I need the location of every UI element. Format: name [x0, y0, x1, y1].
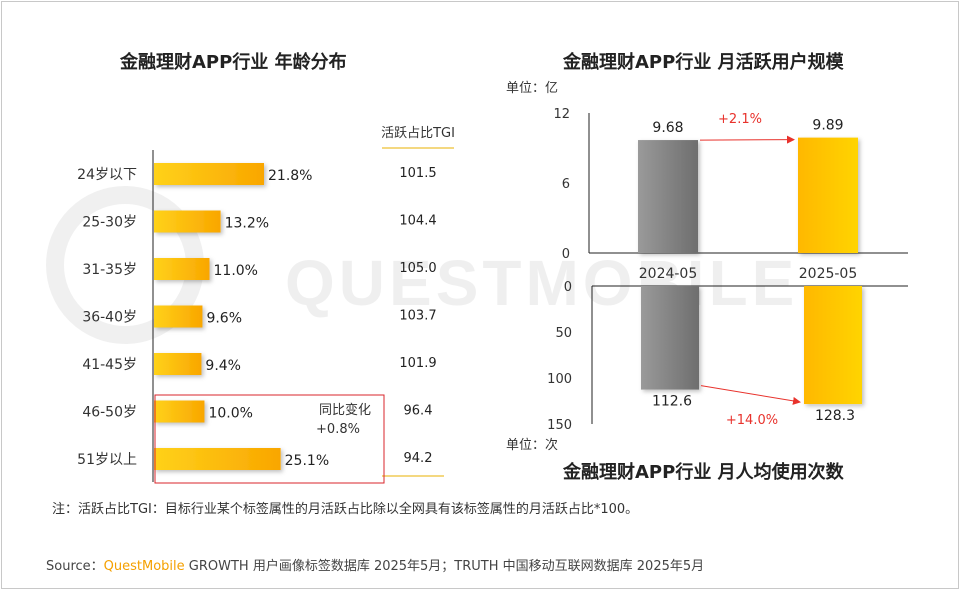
- age-bar: [154, 305, 203, 328]
- y-tick-label: 12: [553, 107, 570, 122]
- brand-name: QuestMobile: [103, 559, 185, 574]
- change-label: +2.1%: [718, 112, 762, 127]
- tgi-value: 94.2: [404, 451, 433, 466]
- age-value-label: 11.0%: [214, 263, 258, 279]
- y-tick-label: 150: [547, 418, 572, 433]
- svg-text:QUESTMOBILE: QUESTMOBILE: [285, 247, 798, 319]
- tgi-value: 96.4: [404, 404, 433, 419]
- unit-label: 单位：次: [506, 437, 558, 453]
- usage-times-chart: 单位：次 0 50 100 150 112.6 128.3 +14.0%: [506, 280, 908, 453]
- watermark: QUESTMOBILE: [46, 186, 798, 344]
- age-distribution-chart: 活跃占比TGI 24岁以下 21.8% 101.5 25-30岁 13.2% 104.4 31…: [77, 126, 455, 484]
- tgi-value: 104.4: [399, 214, 436, 229]
- usage-chart-title: 金融理财APP行业 月人均使用次数: [563, 462, 844, 483]
- y-tick-label: 100: [547, 372, 572, 387]
- change-label: +14.0%: [726, 413, 778, 428]
- unit-label: 单位：亿: [506, 81, 558, 96]
- age-value-label: 21.8%: [268, 168, 312, 184]
- age-category-label: 31-35岁: [82, 262, 137, 278]
- age-category-label: 24岁以下: [77, 167, 137, 183]
- age-bar: [154, 448, 281, 470]
- mau-value-label: 9.68: [652, 120, 683, 136]
- age-bar: [154, 353, 202, 375]
- mau-bar: [638, 140, 698, 253]
- y-tick-label: 6: [562, 177, 570, 192]
- age-category-label: 51岁以上: [77, 452, 137, 468]
- age-value-label: 9.4%: [205, 358, 241, 374]
- mau-bar: [798, 137, 858, 253]
- mau-value-label: 9.89: [812, 118, 843, 134]
- callout-text-line1: 同比变化: [319, 402, 371, 418]
- tgi-value: 105.0: [399, 261, 436, 276]
- source-label: Source：: [46, 559, 104, 574]
- age-bar: [154, 163, 264, 185]
- age-value-label: 25.1%: [285, 453, 329, 469]
- mau-chart: 单位：亿 12 6 0 9.68 2024-05 9.89 2025-05 +2.1%: [506, 81, 908, 282]
- tgi-value: 101.5: [399, 166, 436, 181]
- change-arrow: [700, 385, 801, 405]
- tgi-value: 103.7: [399, 309, 436, 324]
- footnote: 注：活跃占比TGI：目标行业某个标签属性的月活跃占比除以全网具有该标签属性的月活…: [52, 502, 639, 517]
- mau-chart-title: 金融理财APP行业 月活跃用户规模: [563, 52, 844, 73]
- age-bar: [154, 400, 205, 423]
- x-category-label: 2025-05: [799, 266, 858, 282]
- callout-box: [154, 394, 385, 484]
- age-category-label: 46-50岁: [82, 405, 137, 421]
- age-value-label: 10.0%: [208, 406, 252, 422]
- tgi-header: 活跃占比TGI: [381, 126, 455, 141]
- callout-text-line2: +0.8%: [316, 422, 360, 437]
- y-tick-label: 50: [555, 326, 572, 341]
- age-bar: [154, 210, 221, 233]
- usage-bar: [804, 286, 862, 405]
- x-category-label: 2024-05: [639, 266, 698, 282]
- age-value-label: 13.2%: [225, 216, 269, 232]
- age-category-label: 36-40岁: [82, 310, 137, 326]
- source-text: GROWTH 用户画像标签数据库 2025年5月；TRUTH 中国移动互联网数据…: [184, 559, 705, 574]
- age-value-label: 9.6%: [206, 311, 242, 327]
- age-bar: [154, 258, 210, 280]
- age-category-label: 41-45岁: [82, 357, 137, 373]
- source-line: Source：QuestMobile GROWTH 用户画像标签数据库 2025…: [46, 555, 704, 574]
- tgi-value: 101.9: [399, 356, 436, 371]
- usage-value-label: 128.3: [815, 408, 855, 424]
- age-category-label: 25-30岁: [82, 215, 137, 231]
- usage-value-label: 112.6: [652, 394, 692, 410]
- y-tick-label: 0: [562, 247, 570, 262]
- left-chart-title: 金融理财APP行业 年龄分布: [120, 52, 347, 73]
- y-tick-label: 0: [564, 280, 572, 295]
- usage-bar: [641, 286, 699, 390]
